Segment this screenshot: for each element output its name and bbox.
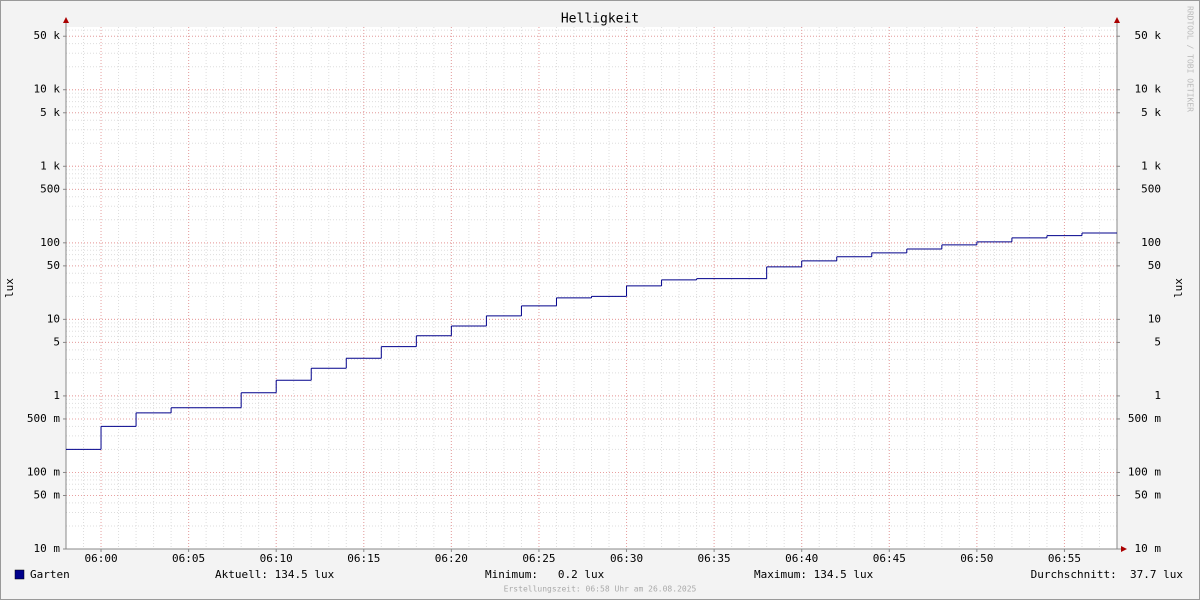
- y-tick-label-right: 10 k: [1135, 83, 1162, 96]
- stat-avg: Durchschnitt: 37.7 lux: [1031, 568, 1184, 581]
- x-tick-label: 06:10: [260, 552, 293, 565]
- chart-title: Helligkeit: [561, 12, 639, 27]
- y-tick-label: 500: [40, 182, 60, 195]
- legend-label: Garten: [30, 568, 70, 581]
- y-tick-label: 1: [53, 389, 60, 402]
- x-tick-label: 06:45: [873, 552, 906, 565]
- x-tick-label: 06:35: [698, 552, 731, 565]
- stat-current: Aktuell: 134.5 lux: [215, 568, 335, 581]
- y-tick-label: 5: [53, 335, 60, 348]
- y-tick-label: 100: [40, 236, 60, 249]
- y-tick-label-right: 50: [1148, 259, 1161, 272]
- x-tick-label: 06:25: [522, 552, 555, 565]
- axis-arrow: [1114, 17, 1120, 23]
- y-tick-label: 10: [47, 312, 60, 325]
- legend-swatch: [14, 569, 25, 580]
- axis-arrow: [63, 17, 69, 23]
- y-tick-label-right: 1: [1154, 389, 1161, 402]
- y-tick-label-right: 50 k: [1135, 29, 1162, 42]
- y-tick-label-right: 500: [1141, 182, 1161, 195]
- stat-min: Minimum: 0.2 lux: [485, 568, 605, 581]
- axis-arrow: [1121, 546, 1127, 552]
- x-tick-label: 06:15: [347, 552, 380, 565]
- y-tick-label: 100 m: [27, 465, 60, 478]
- y-tick-label-right: 10: [1148, 312, 1161, 325]
- y-tick-label-right: 5 k: [1141, 106, 1161, 119]
- y-tick-label: 50 k: [34, 29, 61, 42]
- y-tick-label-right: 10 m: [1135, 542, 1162, 555]
- y-tick-label: 500 m: [27, 412, 60, 425]
- y-axis-label: lux: [3, 278, 16, 298]
- x-tick-label: 06:55: [1048, 552, 1081, 565]
- y-tick-label-right: 1 k: [1141, 159, 1161, 172]
- y-tick-label: 5 k: [40, 106, 60, 119]
- y-tick-label: 50: [47, 259, 60, 272]
- y-tick-label-right: 50 m: [1135, 488, 1162, 501]
- x-tick-label: 06:00: [84, 552, 117, 565]
- x-tick-label: 06:30: [610, 552, 643, 565]
- y-tick-label: 10 k: [34, 83, 61, 96]
- y-tick-label: 10 m: [34, 542, 61, 555]
- x-tick-label: 06:05: [172, 552, 205, 565]
- y-tick-label-right: 5: [1154, 335, 1161, 348]
- y-tick-label-right: 500 m: [1128, 412, 1161, 425]
- watermark: RRDTOOL / TOBI OETIKER: [1186, 6, 1195, 112]
- y-tick-label-right: 100 m: [1128, 465, 1161, 478]
- y-tick-label-right: 100: [1141, 236, 1161, 249]
- x-tick-label: 06:50: [960, 552, 993, 565]
- stat-max: Maximum: 134.5 lux: [754, 568, 874, 581]
- footer: Erstellungszeit: 06:58 Uhr am 26.08.2025: [504, 585, 697, 594]
- y-tick-label: 50 m: [34, 488, 61, 501]
- x-tick-label: 06:40: [785, 552, 818, 565]
- x-tick-label: 06:20: [435, 552, 468, 565]
- y-axis-label-right: lux: [1172, 278, 1185, 298]
- y-tick-label: 1 k: [40, 159, 60, 172]
